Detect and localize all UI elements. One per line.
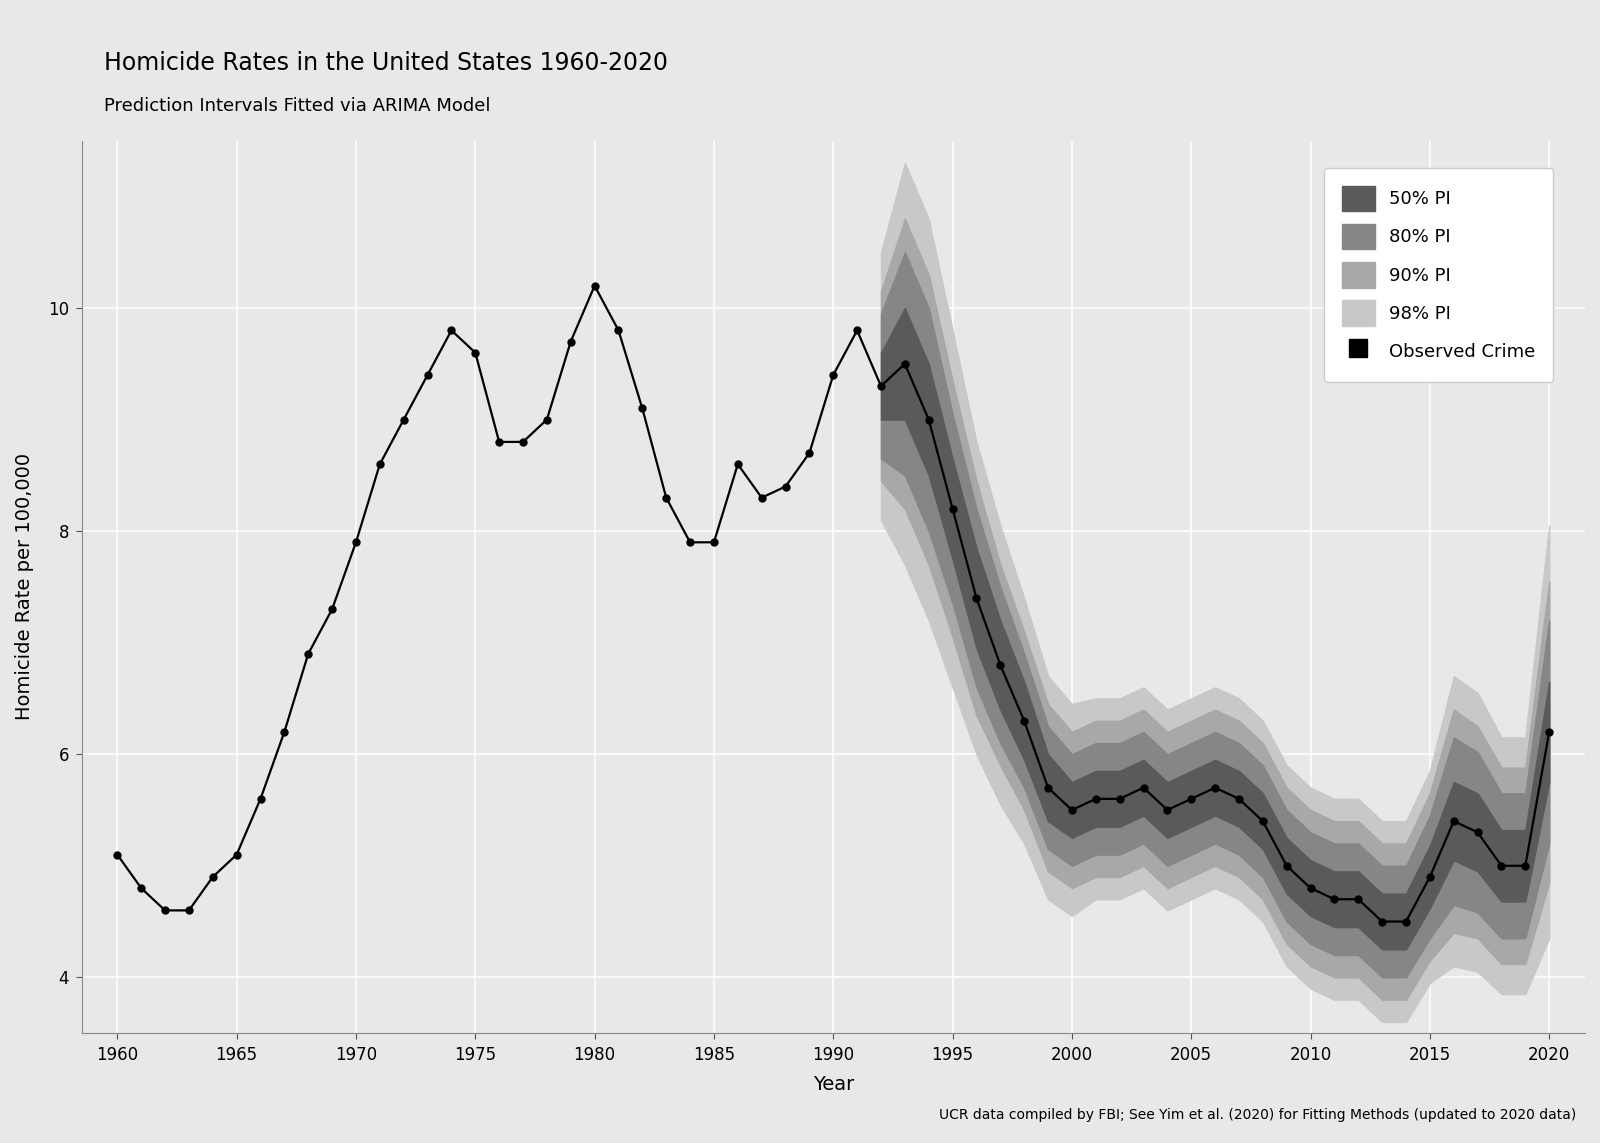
Text: Prediction Intervals Fitted via ARIMA Model: Prediction Intervals Fitted via ARIMA Mo… xyxy=(104,97,491,115)
Text: Homicide Rates in the United States 1960-2020: Homicide Rates in the United States 1960… xyxy=(104,51,669,75)
Y-axis label: Homicide Rate per 100,000: Homicide Rate per 100,000 xyxy=(14,454,34,720)
X-axis label: Year: Year xyxy=(813,1074,854,1094)
Legend: 50% PI, 80% PI, 90% PI, 98% PI, Observed Crime: 50% PI, 80% PI, 90% PI, 98% PI, Observed… xyxy=(1325,168,1554,382)
Text: UCR data compiled by FBI; See Yim et al. (2020) for Fitting Methods (updated to : UCR data compiled by FBI; See Yim et al.… xyxy=(939,1109,1576,1122)
